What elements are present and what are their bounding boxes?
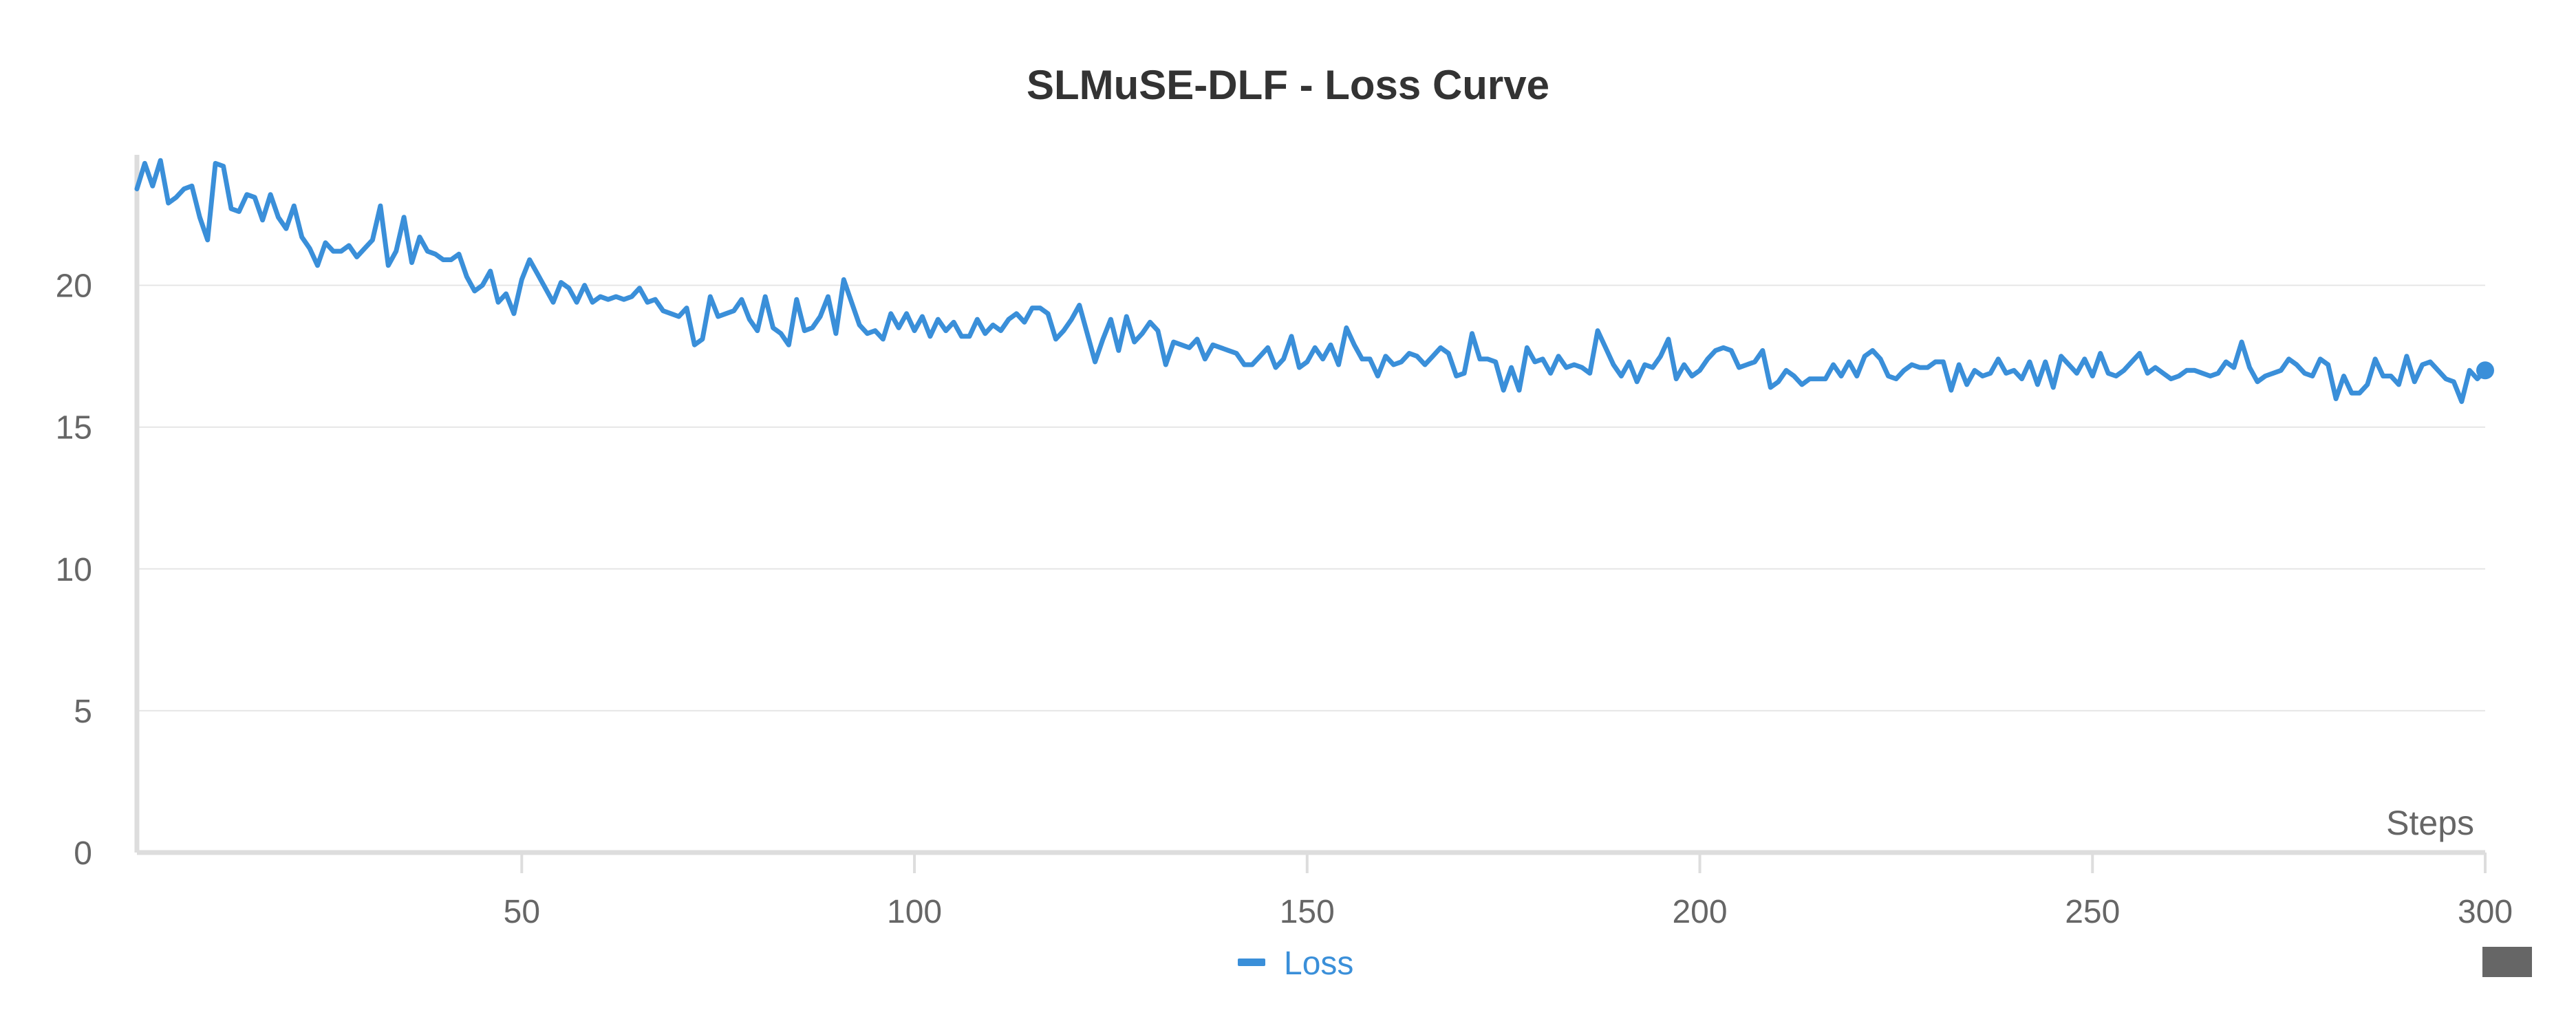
x-axis-ticks: 50 100 150 200 250 300 <box>504 853 2513 930</box>
series-line-loss <box>134 158 2488 405</box>
chart-toolbox-button[interactable] <box>2482 947 2532 977</box>
legend[interactable]: Loss <box>1238 945 1353 982</box>
grid-lines <box>137 284 2485 711</box>
y-tick-label: 0 <box>74 835 92 872</box>
x-axis-title: Steps <box>2386 804 2474 842</box>
legend-swatch-loss[interactable] <box>1238 959 1265 966</box>
series-end-point[interactable] <box>2476 361 2494 380</box>
x-tick-label: 150 <box>1280 894 1335 930</box>
x-tick-label: 200 <box>1672 894 1727 930</box>
x-tick-label: 250 <box>2065 894 2120 930</box>
x-tick-label: 50 <box>504 894 540 930</box>
x-tick-label: 100 <box>887 894 942 930</box>
x-tick-label: 300 <box>2458 894 2513 930</box>
y-tick-label: 15 <box>56 410 92 447</box>
legend-label-loss[interactable]: Loss <box>1284 945 1353 982</box>
y-axis-ticks: 0 5 10 15 20 <box>56 268 92 872</box>
chart-title: SLMuSE-DLF - Loss Curve <box>1027 62 1549 108</box>
y-tick-label: 20 <box>56 268 92 305</box>
y-tick-label: 10 <box>56 552 92 588</box>
y-tick-label: 5 <box>74 694 92 730</box>
series-layer <box>134 158 2494 405</box>
axes <box>134 155 2485 855</box>
